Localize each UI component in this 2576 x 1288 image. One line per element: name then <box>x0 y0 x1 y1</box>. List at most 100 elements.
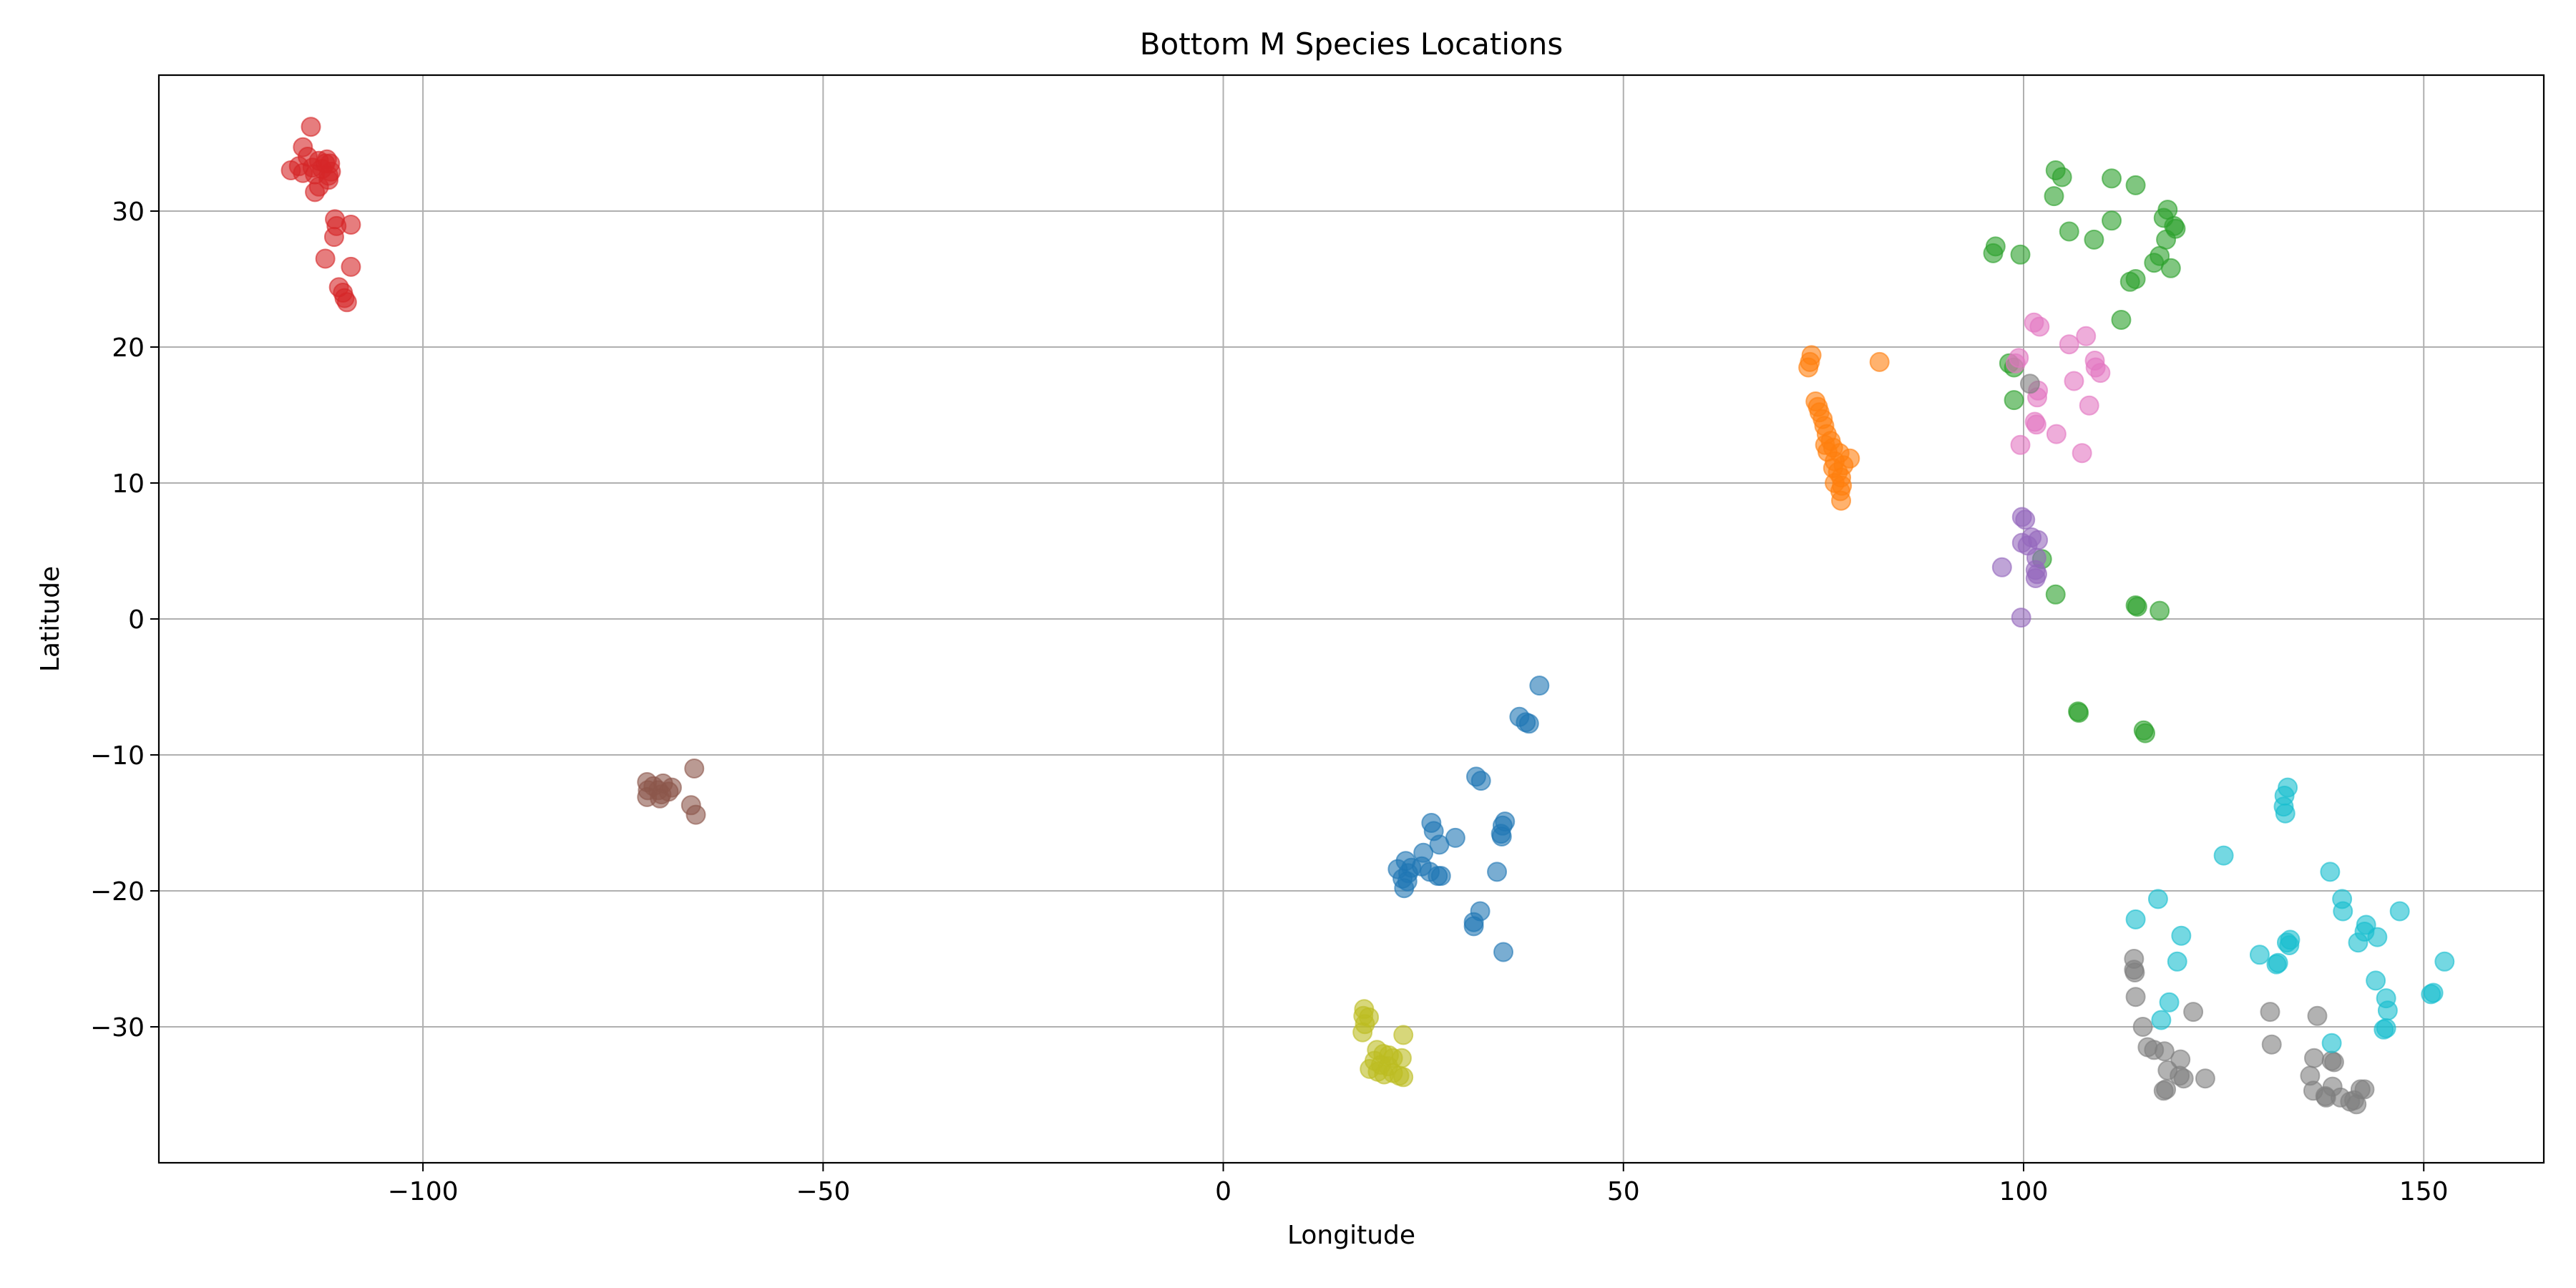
data-point <box>1869 351 1890 372</box>
y-tick-label: −10 <box>90 741 145 771</box>
data-point <box>2025 568 2046 588</box>
grid <box>159 75 2544 1163</box>
x-tick-label: 50 <box>1607 1177 1640 1206</box>
data-point <box>2125 175 2146 195</box>
data-point <box>2072 443 2092 464</box>
data-point <box>2069 703 2089 723</box>
data-point <box>2316 1087 2336 1108</box>
series-3 <box>280 117 361 313</box>
data-point <box>2333 901 2353 922</box>
data-point <box>336 292 357 313</box>
data-point <box>2150 600 2170 621</box>
y-axis-label: Latitude <box>36 566 65 672</box>
data-point <box>2064 371 2084 391</box>
data-point <box>650 788 670 809</box>
data-point <box>2076 326 2097 346</box>
data-point <box>2343 1090 2364 1111</box>
data-point <box>1830 490 1851 511</box>
data-point <box>2124 962 2145 982</box>
y-tick-label: 10 <box>112 469 145 499</box>
data-point <box>1487 862 1508 882</box>
x-tick-label: −100 <box>388 1177 459 1206</box>
series-9 <box>2125 777 2455 1053</box>
data-point <box>2160 258 2181 278</box>
data-point <box>301 117 321 137</box>
x-tick-label: −50 <box>796 1177 850 1206</box>
data-point <box>293 162 313 183</box>
series-1 <box>1798 345 1890 511</box>
y-tick-label: −20 <box>90 877 145 907</box>
data-point <box>2434 951 2455 972</box>
data-point <box>2102 210 2122 231</box>
data-point <box>2125 987 2146 1008</box>
x-tick-label: 0 <box>1215 1177 1231 1206</box>
data-point <box>2010 244 2031 265</box>
data-point <box>2213 845 2234 866</box>
data-point <box>2111 310 2132 330</box>
data-point <box>2119 271 2140 292</box>
data-point <box>2159 992 2180 1013</box>
data-point <box>1393 1025 1414 1045</box>
data-point <box>2059 334 2079 355</box>
data-point <box>2010 434 2031 455</box>
data-point <box>1428 866 1448 887</box>
data-point <box>2171 925 2192 946</box>
data-point <box>2026 414 2046 435</box>
data-point <box>686 804 706 825</box>
data-point <box>1493 942 1514 962</box>
data-point <box>2389 901 2410 922</box>
data-point <box>2046 424 2067 444</box>
data-point <box>2323 1052 2344 1073</box>
data-point <box>2044 186 2064 207</box>
data-point <box>2321 1033 2342 1053</box>
series-4 <box>1991 507 2049 628</box>
data-point <box>2275 803 2296 824</box>
data-point <box>2367 927 2388 947</box>
data-point <box>2125 909 2146 930</box>
data-point <box>2195 1068 2215 1089</box>
data-points <box>280 117 2455 1115</box>
x-axis-label: Longitude <box>1287 1221 1415 1250</box>
data-point <box>2261 1034 2282 1055</box>
data-point <box>2019 374 2040 394</box>
data-point <box>2307 1005 2328 1026</box>
data-point <box>2266 954 2287 975</box>
series-7 <box>2019 374 2375 1115</box>
data-point <box>2366 970 2386 991</box>
y-tick-label: 30 <box>112 197 145 227</box>
data-point <box>2137 1037 2158 1058</box>
data-point <box>2029 316 2050 337</box>
data-point <box>2090 363 2111 384</box>
series-5 <box>637 758 706 825</box>
data-point <box>2173 1068 2194 1089</box>
data-point <box>1463 916 1484 937</box>
data-point <box>2304 1048 2325 1068</box>
data-point <box>2151 1010 2172 1030</box>
data-point <box>341 256 361 277</box>
data-point <box>1352 1022 1373 1043</box>
data-point <box>2320 862 2341 882</box>
data-point <box>2249 945 2270 965</box>
data-point <box>2373 1019 2394 1040</box>
data-point <box>2377 1000 2398 1021</box>
x-tick-label: 150 <box>2399 1177 2449 1206</box>
data-point <box>2279 935 2300 955</box>
data-point <box>1518 713 1539 734</box>
data-point <box>2147 889 2168 909</box>
data-point <box>2004 390 2024 411</box>
data-point <box>2084 229 2104 250</box>
data-point <box>2167 951 2187 972</box>
data-point <box>2011 608 2031 628</box>
series-0 <box>1387 675 1550 962</box>
y-tick-label: 0 <box>128 605 145 635</box>
y-tick-label: 20 <box>112 333 145 363</box>
data-point <box>2015 509 2036 530</box>
y-tick-label: −30 <box>90 1013 145 1043</box>
data-point <box>341 215 361 235</box>
data-point <box>2005 353 2026 374</box>
data-point <box>2423 982 2444 1003</box>
data-point <box>2132 1017 2153 1037</box>
data-point <box>2348 932 2368 953</box>
